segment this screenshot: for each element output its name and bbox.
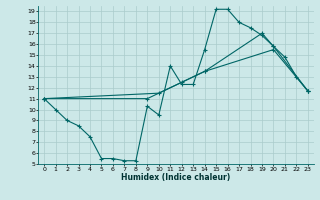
X-axis label: Humidex (Indice chaleur): Humidex (Indice chaleur) bbox=[121, 173, 231, 182]
